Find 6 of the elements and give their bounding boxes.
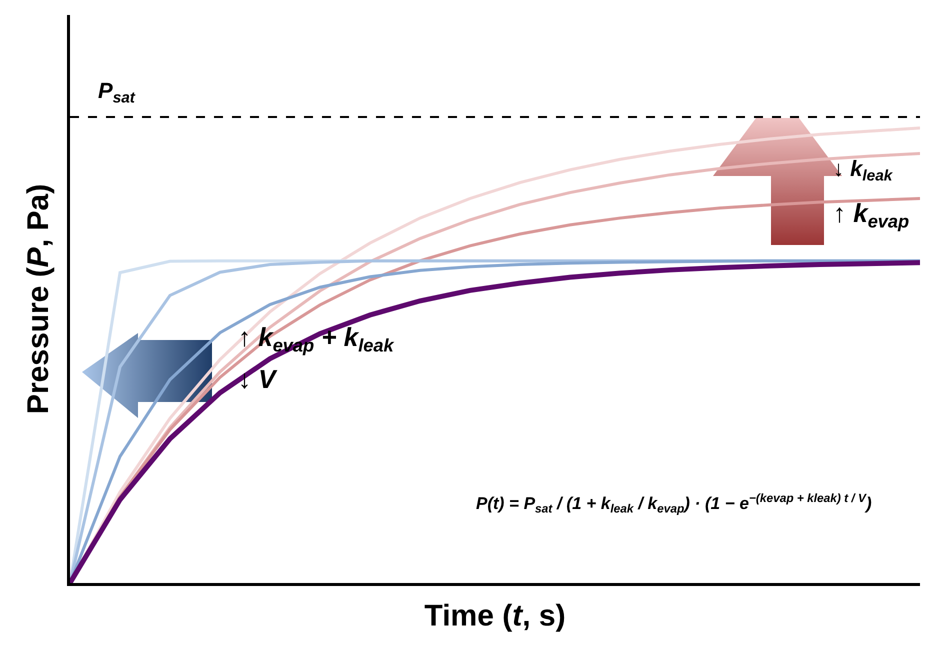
text: P(t) = P$_{sat}$ / (1 + k$_{leak}$ / k$_{evap}$) · (1 − e$^{−(kevap + kleak) t / V}$) — [476, 491, 872, 516]
annotation: ↑ k$_{evap}$ — [833, 198, 910, 232]
annotation: ↓ k$_{leak}$ — [833, 156, 894, 185]
y-axis-title: Pressure (P, Pa) — [22, 184, 55, 414]
ref-line-label: P$_{sat}$ — [98, 78, 136, 107]
x-axis-title: Time (t, s) — [424, 600, 566, 632]
